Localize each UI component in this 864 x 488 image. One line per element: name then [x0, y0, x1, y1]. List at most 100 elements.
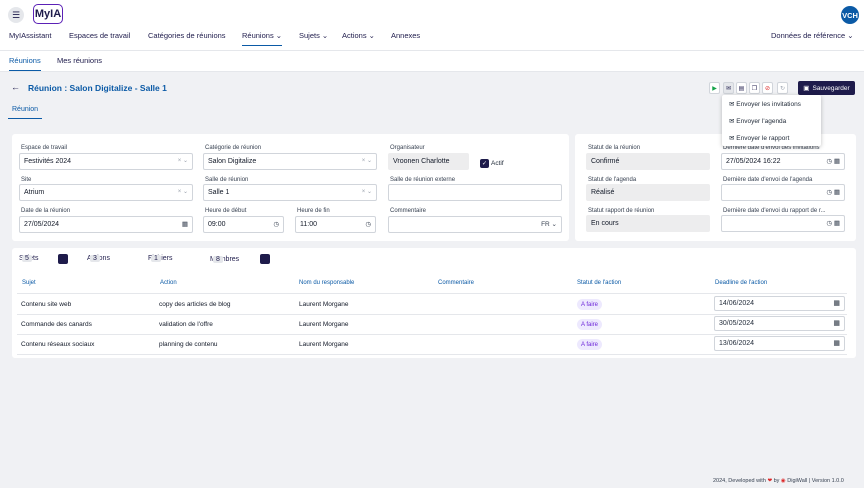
- clear-chevron-icon[interactable]: × ⌄: [361, 158, 372, 164]
- chevron-down-icon: ⌄: [368, 31, 375, 40]
- menu-item-actions[interactable]: Actions ⌄: [342, 31, 375, 40]
- mail-icon: ✉: [729, 101, 735, 108]
- table-row[interactable]: Commande des canards validation de l'off…: [17, 315, 847, 335]
- salle-label: Salle de réunion: [205, 177, 249, 183]
- page-title: Réunion : Salon Digitalize - Salle 1: [28, 83, 167, 93]
- add-sujet-button[interactable]: +: [58, 254, 68, 264]
- page-header: ← Réunion : Salon Digitalize - Salle 1 ▶…: [0, 80, 864, 98]
- menu-item-annexes[interactable]: Annexes: [391, 31, 421, 40]
- header-sujet[interactable]: Sujet: [22, 280, 36, 286]
- subnav-reunions[interactable]: Réunions: [9, 56, 41, 71]
- salle-select[interactable]: Salle 1 × ⌄: [203, 184, 377, 201]
- add-membre-button[interactable]: +: [260, 254, 270, 264]
- deadline-input[interactable]: 30/05/2024 ▦: [714, 316, 845, 331]
- menu-item-sujets[interactable]: Sujets ⌄: [299, 31, 329, 40]
- calendar-icon[interactable]: ▦: [181, 221, 188, 228]
- clock-icon[interactable]: ◷: [273, 221, 279, 228]
- debut-value: 09:00: [208, 221, 226, 228]
- rapport-label: Statut rapport de réunion: [588, 208, 655, 214]
- menu-item-categories[interactable]: Catégories de réunions: [148, 31, 226, 40]
- dropdown-item-invitations[interactable]: ✉ Envoyer les invitations: [729, 101, 801, 108]
- calendar-clock-icon[interactable]: ◷ ▦: [826, 158, 840, 165]
- cell-action: validation de l'offre: [159, 321, 213, 328]
- calendar-clock-icon[interactable]: ◷ ▦: [826, 220, 840, 227]
- dropdown-item-rapport[interactable]: ✉ Envoyer le rapport: [729, 135, 790, 142]
- fin-input[interactable]: 11:00 ◷: [295, 216, 376, 233]
- header-statut[interactable]: Statut de l'action: [577, 280, 622, 286]
- calendar-icon[interactable]: ▦: [833, 340, 840, 347]
- avatar[interactable]: VCH: [841, 6, 859, 24]
- save-button[interactable]: ▣ Sauvegarder: [798, 81, 855, 95]
- main-menu: MyIAssistant Espaces de travail Catégori…: [0, 31, 864, 47]
- clear-chevron-icon[interactable]: × ⌄: [177, 158, 188, 164]
- salle-ext-label: Salle de réunion externe: [390, 177, 456, 183]
- status-badge: A faire: [577, 339, 603, 350]
- deadline-value: 14/06/2024: [719, 300, 755, 307]
- deadline-value: 13/06/2024: [719, 340, 755, 347]
- footer: 2024, Developed with ❤ by ◉ DigiWall | V…: [713, 478, 844, 484]
- cell-responsable: Laurent Morgane: [299, 341, 349, 348]
- categorie-value: Salon Digitalize: [208, 158, 257, 165]
- send-dropdown-menu: ✉ Envoyer les invitations ✉ Envoyer l'ag…: [722, 95, 821, 146]
- organisateur-value: Vroonen Charlotte: [393, 158, 450, 165]
- copy-icon[interactable]: ❐: [749, 82, 760, 94]
- logo[interactable]: MyIA: [33, 4, 63, 24]
- mail-icon: ✉: [729, 118, 735, 125]
- envoi-inv-input[interactable]: 27/05/2024 16:22 ◷ ▦: [721, 153, 845, 170]
- cell-responsable: Laurent Morgane: [299, 321, 349, 328]
- hamburger-icon[interactable]: ☰: [8, 7, 24, 23]
- menu-item-donnees[interactable]: Données de référence ⌄: [771, 31, 854, 40]
- language-select[interactable]: FR ⌄: [541, 221, 557, 228]
- site-value: Atrium: [24, 189, 45, 196]
- document-icon[interactable]: ▤: [736, 82, 747, 94]
- calendar-icon[interactable]: ▦: [833, 320, 840, 327]
- envoi-rapport-input[interactable]: ◷ ▦: [721, 215, 845, 232]
- commentaire-input[interactable]: FR ⌄: [388, 216, 562, 233]
- mail-icon[interactable]: ✉: [723, 82, 734, 94]
- header-commentaire[interactable]: Commentaire: [438, 280, 475, 286]
- actif-checkbox[interactable]: ✓: [480, 159, 489, 168]
- table-row[interactable]: Contenu réseaux sociaux planning de cont…: [17, 335, 847, 355]
- table-row[interactable]: Contenu site web copy des articles de bl…: [17, 295, 847, 315]
- back-arrow-icon[interactable]: ←: [11, 82, 20, 92]
- clear-chevron-icon[interactable]: × ⌄: [177, 189, 188, 195]
- count-badge: 8: [213, 256, 223, 263]
- deadline-input[interactable]: 13/06/2024 ▦: [714, 336, 845, 351]
- menu-item-myiassistant[interactable]: MyIAssistant: [9, 31, 52, 40]
- menu-item-espaces[interactable]: Espaces de travail: [69, 31, 131, 40]
- deadline-input[interactable]: 14/06/2024 ▦: [714, 296, 845, 311]
- table-divider: [17, 293, 847, 294]
- cancel-icon[interactable]: ⊘: [762, 82, 773, 94]
- date-input[interactable]: 27/05/2024 ▦: [19, 216, 193, 233]
- language-value: FR: [541, 221, 550, 228]
- actif-label: Actif: [491, 160, 504, 167]
- cell-sujet: Commande des canards: [21, 321, 92, 328]
- envoi-agenda-input[interactable]: ◷ ▦: [721, 184, 845, 201]
- header-action[interactable]: Action: [160, 280, 177, 286]
- espace-label: Espace de travail: [21, 145, 68, 151]
- sub-nav: Réunions Mes réunions: [0, 50, 864, 72]
- menu-item-reunions[interactable]: Réunions ⌄: [242, 31, 282, 46]
- espace-select[interactable]: Festivités 2024 × ⌄: [19, 153, 193, 170]
- clear-chevron-icon[interactable]: × ⌄: [361, 189, 372, 195]
- calendar-clock-icon[interactable]: ◷ ▦: [826, 189, 840, 196]
- calendar-icon[interactable]: ▦: [833, 300, 840, 307]
- envoi-rapport-label: Dernière date d'envoi du rapport de r...: [723, 208, 826, 214]
- salle-ext-input[interactable]: [388, 184, 562, 201]
- clock-icon[interactable]: ◷: [365, 221, 371, 228]
- debut-input[interactable]: 09:00 ◷: [203, 216, 284, 233]
- refresh-icon[interactable]: ↻: [777, 82, 788, 94]
- header-responsable[interactable]: Nom du responsable: [299, 280, 355, 286]
- categorie-select[interactable]: Salon Digitalize × ⌄: [203, 153, 377, 170]
- organisateur-field: Vroonen Charlotte: [388, 153, 469, 170]
- dropdown-item-agenda[interactable]: ✉ Envoyer l'agenda: [729, 118, 787, 125]
- site-select[interactable]: Atrium × ⌄: [19, 184, 193, 201]
- subnav-mes-reunions[interactable]: Mes réunions: [57, 56, 103, 65]
- rapport-field: En cours: [586, 215, 710, 232]
- play-icon[interactable]: ▶: [709, 82, 720, 94]
- chevron-down-icon: ⌄: [275, 31, 282, 40]
- tab-reunion[interactable]: Réunion: [8, 106, 43, 119]
- header-deadline[interactable]: Deadline de l'action: [715, 280, 768, 286]
- count-badge: 5: [22, 255, 32, 262]
- date-value: 27/05/2024: [24, 221, 60, 228]
